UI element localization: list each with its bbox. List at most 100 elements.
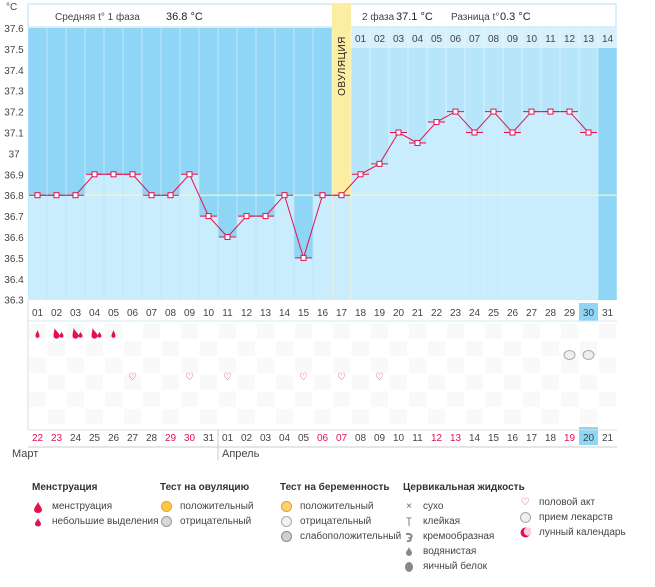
event-cell[interactable]	[409, 392, 426, 407]
event-cell[interactable]	[523, 392, 540, 407]
event-cell[interactable]	[162, 324, 179, 339]
event-cell[interactable]	[333, 375, 350, 390]
event-cell[interactable]	[29, 341, 46, 356]
event-cell[interactable]	[295, 341, 312, 356]
event-cell[interactable]	[48, 392, 65, 407]
event-cell[interactable]	[86, 409, 103, 424]
event-cell[interactable]	[143, 375, 160, 390]
event-cell[interactable]	[523, 324, 540, 339]
event-cell[interactable]	[542, 409, 559, 424]
menstruation-drop-icon[interactable]	[59, 332, 64, 338]
event-cell[interactable]	[542, 324, 559, 339]
temperature-point[interactable]	[300, 254, 307, 261]
event-cell[interactable]	[105, 392, 122, 407]
event-cell[interactable]	[181, 358, 198, 373]
temperature-point[interactable]	[281, 192, 288, 199]
event-cell[interactable]	[466, 392, 483, 407]
event-cell[interactable]	[124, 324, 141, 339]
event-cell[interactable]	[390, 409, 407, 424]
event-cell[interactable]	[447, 392, 464, 407]
event-cell[interactable]	[599, 392, 616, 407]
menstruation-light-icon[interactable]	[35, 330, 40, 338]
event-cell[interactable]	[561, 324, 578, 339]
event-cell[interactable]	[599, 409, 616, 424]
event-cell[interactable]	[485, 341, 502, 356]
event-cell[interactable]	[86, 392, 103, 407]
event-cell[interactable]	[580, 324, 597, 339]
event-cell[interactable]	[200, 358, 217, 373]
event-cell[interactable]	[390, 375, 407, 390]
event-cell[interactable]	[428, 358, 445, 373]
event-cell[interactable]	[67, 392, 84, 407]
event-cell[interactable]	[485, 358, 502, 373]
event-cell[interactable]	[580, 375, 597, 390]
event-cell[interactable]	[143, 341, 160, 356]
event-cell[interactable]	[124, 392, 141, 407]
event-cell[interactable]	[143, 324, 160, 339]
event-cell[interactable]	[466, 375, 483, 390]
event-cell[interactable]	[238, 375, 255, 390]
event-cell[interactable]	[314, 409, 331, 424]
event-cell[interactable]	[599, 375, 616, 390]
event-cell[interactable]	[523, 375, 540, 390]
menstruation-heavy-icon[interactable]	[53, 328, 60, 339]
event-cell[interactable]	[48, 358, 65, 373]
event-cell[interactable]	[409, 409, 426, 424]
event-cell[interactable]	[504, 341, 521, 356]
event-cell[interactable]	[200, 341, 217, 356]
temperature-point[interactable]	[585, 129, 592, 136]
event-cell[interactable]	[523, 409, 540, 424]
event-cell[interactable]	[485, 324, 502, 339]
event-cell[interactable]	[314, 324, 331, 339]
event-cell[interactable]	[238, 392, 255, 407]
event-cell[interactable]	[352, 375, 369, 390]
event-cell[interactable]	[276, 341, 293, 356]
event-cell[interactable]	[428, 409, 445, 424]
temperature-point[interactable]	[72, 192, 79, 199]
event-cell[interactable]	[181, 375, 198, 390]
event-cell[interactable]	[48, 409, 65, 424]
event-cell[interactable]	[257, 341, 274, 356]
event-cell[interactable]	[485, 409, 502, 424]
temperature-point[interactable]	[414, 139, 421, 146]
event-cell[interactable]	[485, 375, 502, 390]
temperature-point[interactable]	[566, 108, 573, 115]
event-cell[interactable]	[162, 392, 179, 407]
event-cell[interactable]	[333, 409, 350, 424]
menstruation-light-icon[interactable]	[111, 330, 116, 338]
event-cell[interactable]	[542, 392, 559, 407]
event-cell[interactable]	[561, 358, 578, 373]
event-cell[interactable]	[314, 358, 331, 373]
event-cell[interactable]	[599, 341, 616, 356]
event-cell[interactable]	[181, 392, 198, 407]
event-cell[interactable]	[105, 375, 122, 390]
event-cell[interactable]	[124, 358, 141, 373]
event-cell[interactable]	[219, 324, 236, 339]
event-cell[interactable]	[200, 409, 217, 424]
event-cell[interactable]	[162, 358, 179, 373]
temperature-point[interactable]	[357, 171, 364, 178]
event-cell[interactable]	[86, 358, 103, 373]
menstruation-drop-icon[interactable]	[97, 332, 102, 338]
event-cell[interactable]	[371, 375, 388, 390]
event-cell[interactable]	[238, 358, 255, 373]
event-cell[interactable]	[219, 375, 236, 390]
event-cell[interactable]	[599, 358, 616, 373]
event-cell[interactable]	[162, 341, 179, 356]
event-cell[interactable]	[542, 375, 559, 390]
event-cell[interactable]	[428, 341, 445, 356]
event-cell[interactable]	[561, 409, 578, 424]
event-cell[interactable]	[371, 392, 388, 407]
event-cell[interactable]	[390, 324, 407, 339]
event-cell[interactable]	[561, 392, 578, 407]
event-cell[interactable]	[504, 324, 521, 339]
event-cell[interactable]	[276, 324, 293, 339]
event-cell[interactable]	[371, 341, 388, 356]
event-cell[interactable]	[219, 392, 236, 407]
event-cell[interactable]	[295, 324, 312, 339]
event-cell[interactable]	[314, 392, 331, 407]
temperature-point[interactable]	[319, 192, 326, 199]
event-cell[interactable]	[371, 324, 388, 339]
event-cell[interactable]	[352, 341, 369, 356]
temperature-point[interactable]	[186, 171, 193, 178]
